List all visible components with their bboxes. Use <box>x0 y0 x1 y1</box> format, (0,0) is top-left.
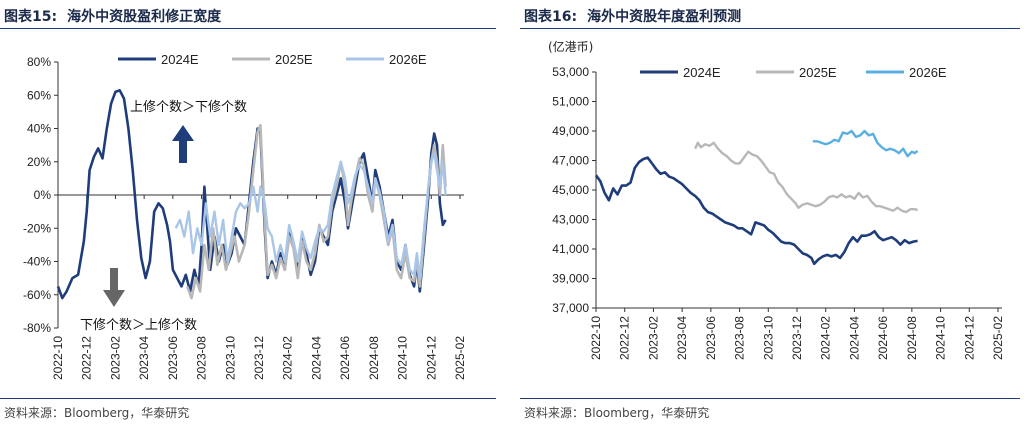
x-tick-label: 2024-04 <box>847 316 861 360</box>
x-tick-label: 2022-12 <box>80 336 94 380</box>
y-tick-label: 0% <box>34 188 52 202</box>
y-tick-label: -40% <box>23 255 51 269</box>
x-tick-label: 2024-08 <box>367 336 381 380</box>
y-tick-label: -80% <box>23 321 51 335</box>
y-tick-label: -20% <box>23 221 51 235</box>
right-top-rule <box>520 28 1020 29</box>
y-tick-label: 53,000 <box>552 65 589 79</box>
left-chart-panel: 图表15: 海外中资股盈利修正宽度 80% 60% 40% 20% 0% -20% -40% -… <box>0 0 500 424</box>
x-tick-label: 2024-10 <box>396 336 410 380</box>
arrow-down-icon <box>103 268 125 307</box>
x-tick-label: 2023-06 <box>166 336 180 380</box>
y-tick-label: 20% <box>27 155 51 169</box>
y-tick-label: 41,000 <box>552 242 589 256</box>
right-source: 资料来源：Bloomberg，华泰研究 <box>524 406 710 420</box>
x-tick-label: 2023-02 <box>108 336 122 380</box>
right-bottom-rule <box>520 398 1020 399</box>
y-tick-label: -60% <box>23 288 51 302</box>
legend-label: 2025E <box>799 65 837 80</box>
x-tick-label: 2022-10 <box>589 316 603 360</box>
right-chart-title-text: 海外中资股年度盈利预测 <box>587 9 742 25</box>
x-tick-label: 2024-12 <box>962 316 976 360</box>
x-tick-label: 2023-10 <box>223 336 237 380</box>
left-chart: 80% 60% 40% 20% 0% -20% -40% -60% -80%2022-10 202… <box>23 52 467 380</box>
left-source: 资料来源：Bloomberg，华泰研究 <box>4 406 190 420</box>
series-line-2026e <box>174 152 447 280</box>
x-tick-label: 2024-12 <box>424 336 438 380</box>
series-line-2025e <box>185 123 447 300</box>
right-chart: 53,000 51,000 49,000 47,000 45,000 43,000 41,0… <box>548 39 1005 360</box>
y-axis-unit-label: (亿港币) <box>548 39 593 54</box>
left-chart-title-label: 图表15: <box>4 9 58 25</box>
y-tick-label: 39,000 <box>552 272 589 286</box>
left-chart-title-text: 海外中资股盈利修正宽度 <box>67 9 222 25</box>
x-tick-label: 2024-10 <box>934 316 948 360</box>
x-tick-label: 2023-04 <box>137 336 151 380</box>
x-tick-label: 2024-02 <box>281 336 295 380</box>
annotation-downward-revisions: 下修个数＞上修个数 <box>80 318 197 333</box>
x-tick-label: 2024-08 <box>905 316 919 360</box>
annotation-upward-revisions: 上修个数＞下修个数 <box>130 100 247 115</box>
x-tick-label: 2023-04 <box>675 316 689 360</box>
y-tick-label: 37,000 <box>552 301 589 315</box>
series-line-2025e <box>694 141 918 214</box>
left-chart-title: 图表15: 海外中资股盈利修正宽度 <box>4 6 221 26</box>
arrow-up-icon <box>172 125 194 163</box>
x-tick-label: 2023-06 <box>704 316 718 360</box>
x-tick-label: 2023-08 <box>195 336 209 380</box>
y-tick-label: 47,000 <box>552 154 589 168</box>
left-top-rule <box>0 28 496 29</box>
y-tick-label: 80% <box>27 55 51 69</box>
x-tick-label: 2024-04 <box>309 336 323 380</box>
x-tick-label: 2023-08 <box>733 316 747 360</box>
legend-label: 2026E <box>389 52 427 67</box>
y-tick-label: 49,000 <box>552 124 589 138</box>
legend-label: 2024E <box>161 52 199 67</box>
y-tick-label: 43,000 <box>552 213 589 227</box>
y-tick-label: 60% <box>27 88 51 102</box>
x-tick-label: 2025-02 <box>453 336 467 380</box>
legend-label: 2025E <box>275 52 313 67</box>
series-line-2026e <box>812 129 919 158</box>
x-tick-label: 2024-06 <box>338 336 352 380</box>
right-chart-panel: 图表16: 海外中资股年度盈利预测 53,000 51,000 49,000 47,00… <box>520 0 1024 424</box>
x-tick-label: 2024-02 <box>819 316 833 360</box>
y-tick-label: 45,000 <box>552 183 589 197</box>
x-tick-label: 2022-12 <box>618 316 632 360</box>
series-line-2024e <box>594 156 918 266</box>
legend-label: 2024E <box>683 65 721 80</box>
x-tick-label: 2025-02 <box>991 316 1005 360</box>
y-tick-label: 51,000 <box>552 95 589 109</box>
x-tick-label: 2023-12 <box>790 316 804 360</box>
x-tick-label: 2024-06 <box>876 316 890 360</box>
x-tick-label: 2023-12 <box>252 336 266 380</box>
right-chart-title-label: 图表16: <box>524 9 578 25</box>
x-tick-label: 2023-02 <box>646 316 660 360</box>
legend-label: 2026E <box>909 65 947 80</box>
x-tick-label: 2023-10 <box>761 316 775 360</box>
right-chart-title: 图表16: 海外中资股年度盈利预测 <box>524 6 741 26</box>
y-tick-label: 40% <box>27 122 51 136</box>
x-tick-label: 2022-10 <box>51 336 65 380</box>
left-bottom-rule <box>0 398 496 399</box>
